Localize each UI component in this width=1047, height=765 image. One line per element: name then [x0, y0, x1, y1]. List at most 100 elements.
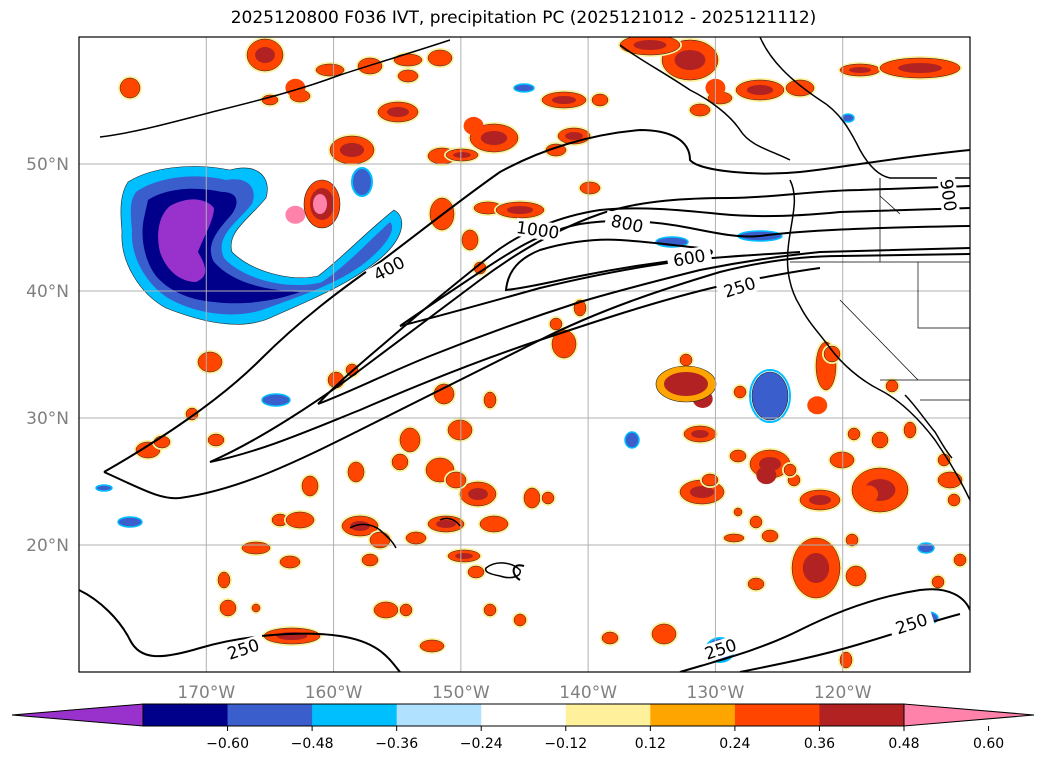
contour-label-background — [715, 271, 764, 303]
precip-positive-core — [468, 488, 488, 500]
colorbar-segment — [396, 704, 482, 726]
precip-positive-spot — [207, 433, 225, 447]
precip-positive-spot — [733, 385, 747, 399]
colorbar-tick-label: 0.12 — [635, 736, 666, 752]
precip-positive-core — [664, 372, 708, 396]
colorbar-tick-label: −0.48 — [291, 736, 334, 752]
precip-positive-blobs — [118, 37, 968, 670]
contour-label-background — [603, 210, 651, 237]
precip-positive-spot — [217, 571, 231, 589]
precip-positive-spot — [829, 451, 855, 469]
precip-positive-core — [898, 63, 942, 73]
contour-label-background — [219, 633, 267, 665]
precip-positive-spot — [845, 533, 859, 547]
precip-positive-spot — [483, 391, 497, 409]
precip-positive-spot — [405, 531, 427, 545]
precip-positive-spot — [197, 351, 223, 373]
precip-positive-core — [255, 47, 275, 63]
precip-positive-spot — [119, 77, 141, 99]
precip-positive-core — [350, 521, 370, 531]
lat-tick-label: 20°N — [26, 536, 69, 556]
lat-tick-label: 40°N — [26, 282, 69, 302]
chart-title: 2025120800 F036 IVT, precipitation PC (2… — [230, 8, 817, 28]
precip-positive-spot — [931, 575, 945, 589]
precip-positive-spot — [747, 577, 765, 591]
lon-tick-label: 150°W — [432, 683, 490, 703]
precip-positive-spot — [467, 565, 485, 579]
precip-pc-area — [756, 466, 777, 485]
colorbar-tick-label: −0.36 — [375, 736, 418, 752]
lon-tick-label: 130°W — [687, 683, 745, 703]
precip-pc-area — [463, 116, 484, 135]
colorbar-extend-max — [903, 703, 1035, 727]
contour-label-group: 600 — [666, 245, 713, 272]
colorbar-tick-label: 0.24 — [719, 736, 750, 752]
colorbar-tick-label: 0.60 — [973, 736, 1004, 752]
colorbar-tick-label: 0.36 — [804, 736, 835, 752]
precip-positive-core — [565, 132, 583, 140]
precip-positive-spot — [761, 529, 779, 543]
contour-label-background — [887, 608, 936, 640]
precip-positive-spot — [241, 541, 271, 555]
precip-positive-core — [436, 520, 456, 528]
precip-positive-spot — [937, 471, 963, 489]
contour-label-background — [696, 633, 745, 665]
precip-positive-core — [689, 486, 715, 498]
precip-pc-area — [807, 396, 828, 415]
precip-positive-spot — [679, 353, 693, 367]
precip-positive-spot — [783, 463, 797, 477]
colorbar-tick-label: 0.48 — [888, 736, 919, 752]
precip-positive-spot — [373, 601, 399, 619]
map-frame — [78, 36, 971, 673]
lat-tick-label: 30°N — [26, 409, 69, 429]
precip-pc-area — [285, 205, 306, 224]
precip-positive-spot — [369, 531, 391, 549]
precip-positive-spot — [749, 515, 763, 529]
coastlines — [99, 37, 970, 579]
lon-tick-label: 120°W — [814, 683, 872, 703]
colorbar-segment — [143, 704, 229, 726]
precip-positive-spot — [545, 143, 567, 157]
precip-positive-core — [691, 430, 709, 438]
colorbar-segment — [565, 704, 651, 726]
precip-positive-spot — [651, 623, 677, 645]
colorbar-segment — [227, 704, 313, 726]
colorbar-tick-label: −0.12 — [544, 736, 587, 752]
precip-positive-core — [802, 553, 830, 583]
precip-positive-spot — [579, 181, 601, 195]
precip-positive-spot — [445, 471, 467, 489]
colorbar-segment — [650, 704, 736, 726]
precip-positive-spot — [479, 515, 509, 533]
lon-tick-label: 140°W — [559, 683, 617, 703]
precip-pc-area — [285, 78, 306, 97]
precip-positive-spot — [689, 103, 711, 117]
lat-tick-label: 50°N — [26, 155, 69, 175]
colorbar-extend-min — [11, 703, 144, 727]
precip-positive-spot — [279, 555, 301, 569]
lon-tick-label: 170°W — [177, 683, 235, 703]
precip-positive-spot — [885, 379, 899, 393]
precip-positive-spot — [523, 487, 541, 509]
precip-positive-spot — [419, 639, 445, 653]
precip-positive-spot — [723, 533, 745, 543]
precip-positive-spot — [845, 565, 867, 587]
precip-positive-core — [849, 67, 871, 73]
precip-positive-spot — [301, 475, 319, 497]
colorbar-segment — [312, 704, 398, 726]
contour-label-background — [936, 172, 961, 219]
precip-positive-spot — [219, 599, 237, 617]
precip-positive-spot — [427, 49, 453, 67]
precip-positive-spot — [549, 317, 563, 331]
precip-positive-spot — [551, 329, 577, 359]
precip-positive-spot — [847, 427, 861, 441]
precip-positive-spot — [729, 449, 747, 463]
precip-positive-spot — [447, 419, 473, 441]
precip-positive-core — [633, 40, 667, 50]
precip-positive-core — [506, 206, 534, 214]
precip-negative-blob — [120, 166, 403, 325]
precip-positive-spot — [461, 229, 479, 251]
precip-positive-core — [455, 553, 473, 559]
precip-positive-spot — [601, 631, 619, 645]
precip-positive-spot — [733, 507, 743, 517]
gridlines — [79, 37, 970, 672]
